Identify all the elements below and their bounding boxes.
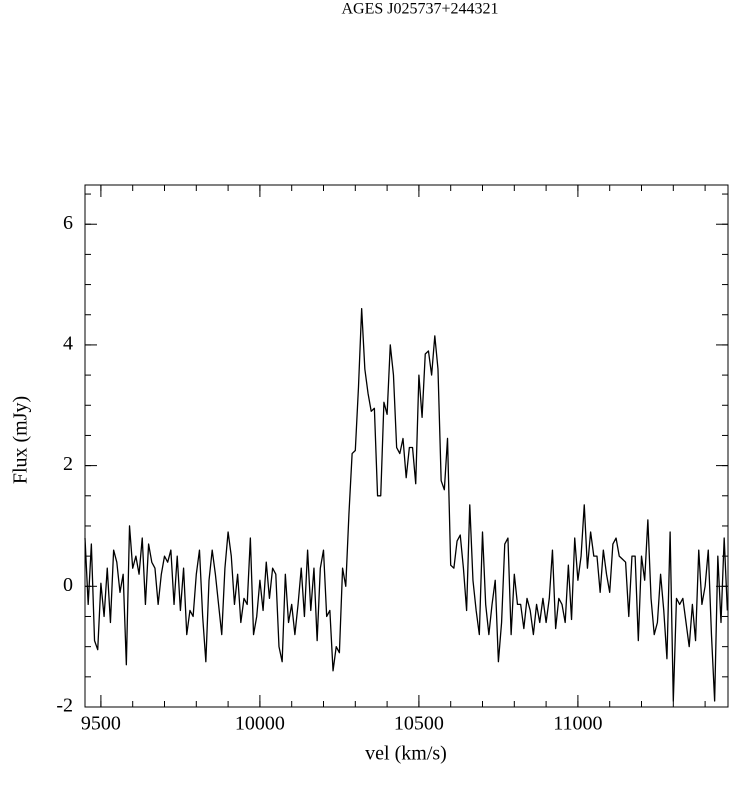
x-tick-label: 10500 [394,713,444,735]
y-tick-label: 0 [63,574,73,596]
y-tick-label: 2 [63,453,73,475]
x-axis-label: vel (km/s) [365,743,447,765]
x-tick-label: 9500 [81,713,121,735]
x-tick-label: 10000 [235,713,285,735]
plot-frame [84,184,729,708]
y-axis-label: Flux (mJy) [10,396,32,484]
y-tick-label: -2 [56,695,73,717]
y-tick-label: 4 [63,333,73,355]
y-tick-label: 6 [63,212,73,234]
chart-title: AGES J025737+244321 [341,1,498,18]
spectrum-line [84,308,729,702]
x-tick-label: 11000 [553,713,602,735]
